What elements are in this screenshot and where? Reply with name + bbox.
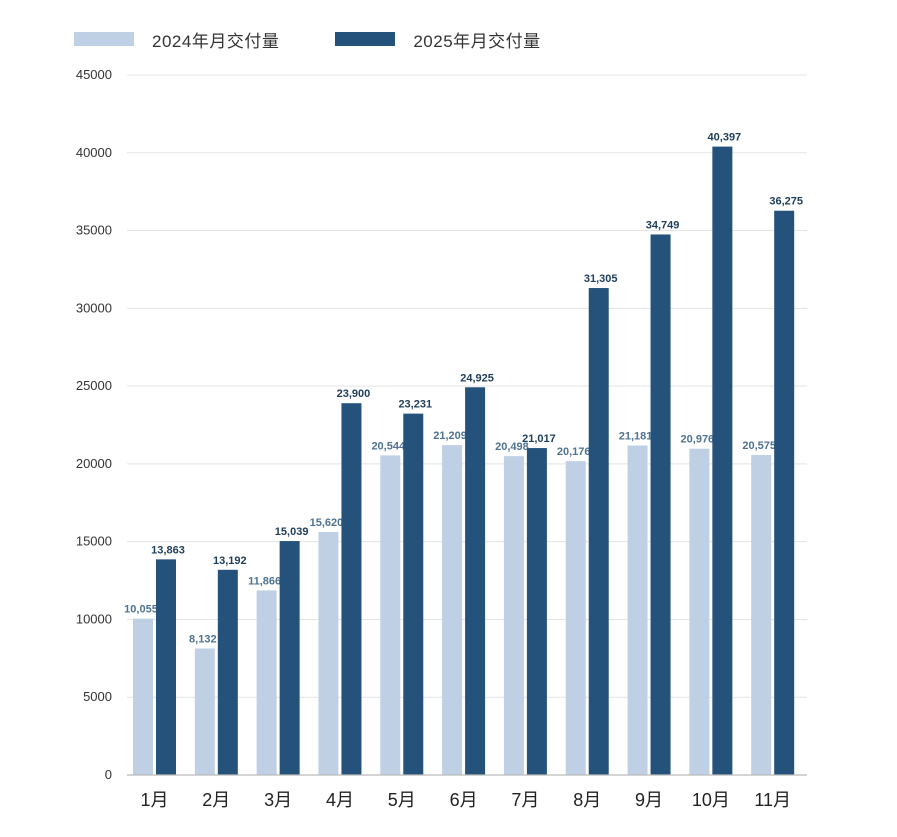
bar-2025[interactable] — [279, 541, 300, 775]
bar-2024[interactable] — [751, 454, 772, 775]
y-tick-label: 0 — [105, 767, 112, 782]
x-tick-label: 4月 — [326, 790, 354, 810]
data-label: 24,925 — [460, 372, 494, 384]
x-tick-label: 1月 — [140, 790, 168, 810]
bar-2025[interactable] — [341, 403, 362, 775]
data-label: 20,498 — [495, 441, 529, 453]
bar-2024[interactable] — [503, 456, 524, 775]
bar-2024[interactable] — [442, 445, 463, 775]
data-label: 34,749 — [646, 219, 680, 231]
y-tick-label: 45000 — [76, 67, 112, 82]
chart-legend: 2024年月交付量 2025年月交付量 — [74, 27, 597, 52]
x-tick-label: 11月 — [754, 790, 791, 810]
y-axis: 0 5000 10000 15000 20000 25000 30000 35000 40000… — [76, 67, 112, 782]
legend-swatch-2025 — [335, 32, 396, 46]
data-label: 11,866 — [248, 575, 281, 587]
data-label: 13,863 — [151, 544, 185, 556]
data-label: 21,181 — [619, 431, 653, 443]
bar-2025[interactable] — [712, 146, 733, 775]
data-label: 20,976 — [681, 434, 715, 446]
y-tick-label: 5000 — [83, 689, 112, 704]
y-tick-label: 20000 — [76, 456, 112, 471]
data-label: 8,132 — [189, 634, 217, 646]
data-label: 20,176 — [557, 446, 591, 458]
bar-2024[interactable] — [689, 448, 710, 775]
x-tick-label: 8月 — [573, 790, 601, 810]
bar-2025[interactable] — [465, 387, 486, 775]
y-tick-label: 15000 — [76, 534, 112, 549]
bar-2025[interactable] — [403, 413, 424, 775]
data-label: 15,620 — [310, 517, 344, 529]
bar-2024[interactable] — [256, 590, 277, 775]
x-tick-label: 5月 — [388, 790, 416, 810]
legend-item-2025[interactable]: 2025年月交付量 — [335, 27, 540, 52]
data-label: 20,544 — [371, 440, 406, 452]
legend-label-2024: 2024年月交付量 — [152, 31, 280, 51]
data-label: 13,192 — [213, 555, 247, 567]
data-label: 40,397 — [708, 132, 742, 144]
bar-2025[interactable] — [156, 559, 176, 775]
y-tick-label: 40000 — [76, 145, 112, 160]
y-tick-label: 25000 — [76, 378, 112, 393]
data-label: 36,275 — [769, 196, 803, 208]
bar-2024[interactable] — [565, 461, 586, 775]
bar-2024[interactable] — [318, 532, 339, 775]
x-tick-label: 6月 — [450, 790, 478, 810]
data-label: 23,900 — [337, 388, 371, 400]
bar-2025[interactable] — [774, 210, 795, 775]
data-label: 31,305 — [584, 273, 618, 285]
x-axis: 1月 2月 3月 4月 5月 6月 7月 8月 9月 10月 11月 — [127, 774, 807, 810]
data-label: 10,055 — [124, 604, 158, 616]
bar-2025[interactable] — [526, 448, 547, 775]
legend-item-2024[interactable]: 2024年月交付量 — [74, 27, 279, 52]
data-label: 23,231 — [398, 399, 432, 411]
bar-2024[interactable] — [194, 648, 215, 775]
x-tick-label: 2月 — [202, 790, 230, 810]
x-tick-label: 3月 — [264, 790, 292, 810]
y-tick-label: 35000 — [76, 223, 112, 238]
data-label: 21,209 — [433, 430, 467, 442]
bar-2024[interactable] — [380, 455, 401, 775]
bar-2024[interactable] — [627, 445, 648, 775]
data-label: 21,017 — [522, 433, 556, 445]
data-label: 15,039 — [275, 526, 309, 538]
y-tick-label: 10000 — [76, 611, 112, 626]
data-label: 20,575 — [742, 440, 776, 452]
bar-2025[interactable] — [588, 288, 609, 775]
x-tick-label: 9月 — [635, 790, 663, 810]
legend-swatch-2024 — [74, 32, 134, 46]
bar-2024[interactable] — [133, 618, 153, 775]
x-tick-label: 10月 — [692, 790, 730, 810]
x-tick-label: 7月 — [511, 790, 539, 810]
bar-2025[interactable] — [217, 569, 238, 775]
y-tick-label: 30000 — [76, 300, 112, 315]
legend-label-2025: 2025年月交付量 — [413, 31, 541, 51]
bar-2025[interactable] — [650, 234, 671, 775]
